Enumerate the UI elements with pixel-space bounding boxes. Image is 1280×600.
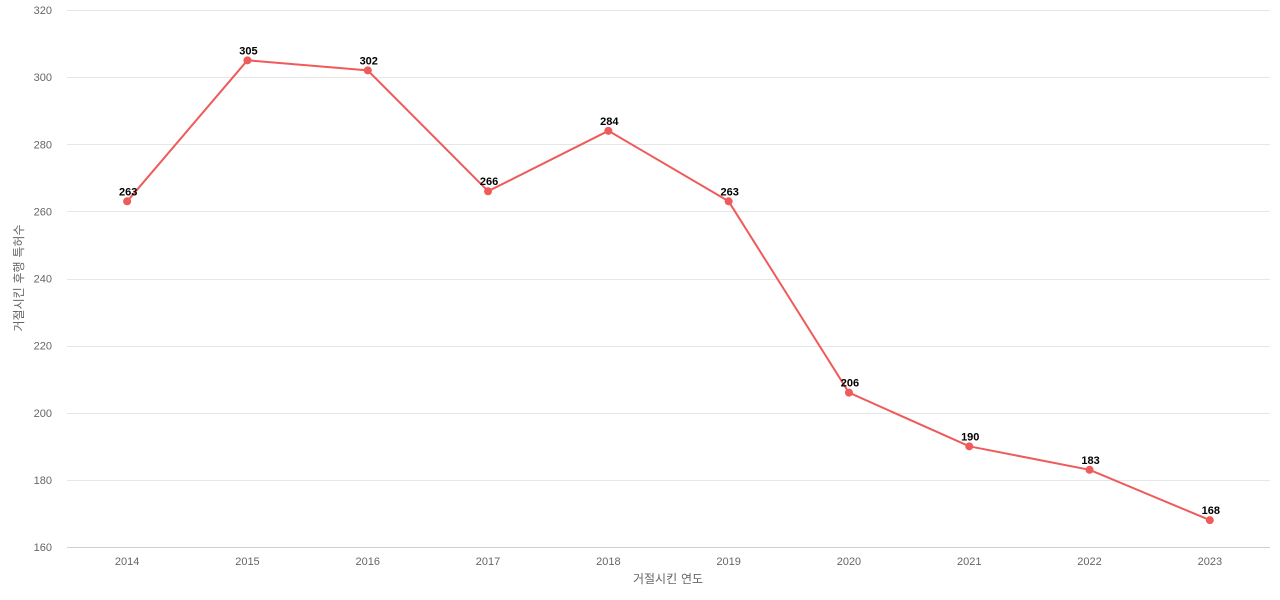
y-tick-label: 300 (34, 72, 52, 84)
x-tick-label: 2018 (596, 556, 620, 568)
y-tick-label: 220 (34, 341, 52, 353)
x-tick-label: 2015 (235, 556, 259, 568)
data-label: 183 (1081, 455, 1099, 467)
data-label: 263 (119, 186, 137, 198)
data-label: 168 (1202, 505, 1220, 517)
x-axis-title: 거절시킨 연도 (633, 572, 703, 586)
x-tick-label: 2016 (356, 556, 380, 568)
y-tick-label: 160 (34, 542, 52, 554)
data-point[interactable] (724, 197, 733, 206)
x-tick-label: 2022 (1077, 556, 1101, 568)
y-tick-label: 280 (34, 139, 52, 151)
x-tick-label: 2017 (476, 556, 500, 568)
data-point[interactable] (965, 442, 974, 451)
y-tick-label: 200 (34, 408, 52, 420)
y-tick-label: 260 (34, 206, 52, 218)
x-tick-label: 2020 (837, 556, 861, 568)
y-axis-title: 거절시킨 후행 특허수 (11, 225, 26, 332)
data-point[interactable] (1205, 516, 1214, 525)
data-point[interactable] (844, 388, 853, 397)
y-tick-label: 320 (34, 5, 52, 17)
data-label-layer: 263 305 302 266 284 263 206 190 183 168 (119, 45, 1220, 517)
x-tick-label: 2019 (716, 556, 740, 568)
series-line (126, 59, 1211, 522)
data-label: 305 (239, 45, 257, 57)
data-label: 206 (841, 378, 859, 390)
grid-layer (67, 10, 1270, 548)
data-label: 284 (600, 116, 619, 128)
data-label: 302 (360, 55, 378, 67)
x-axis-ticks: 2014 2015 2016 2017 2018 2019 2020 2021 2022 2023 (115, 556, 1222, 568)
series-layer (123, 56, 1214, 525)
data-label: 190 (961, 431, 979, 443)
x-tick-label: 2021 (957, 556, 981, 568)
y-tick-label: 240 (34, 274, 52, 286)
data-point[interactable] (123, 197, 132, 206)
x-tick-label: 2023 (1198, 556, 1222, 568)
y-axis-ticks: 160 180 200 220 240 260 280 300 320 (34, 5, 52, 554)
data-label: 266 (480, 176, 498, 188)
data-point[interactable] (484, 187, 493, 196)
data-point[interactable] (1085, 465, 1094, 474)
x-tick-label: 2014 (115, 556, 139, 568)
data-point[interactable] (243, 56, 252, 65)
y-tick-label: 180 (34, 475, 52, 487)
data-label: 263 (720, 186, 738, 198)
data-point[interactable] (604, 126, 613, 135)
data-point[interactable] (363, 66, 372, 75)
